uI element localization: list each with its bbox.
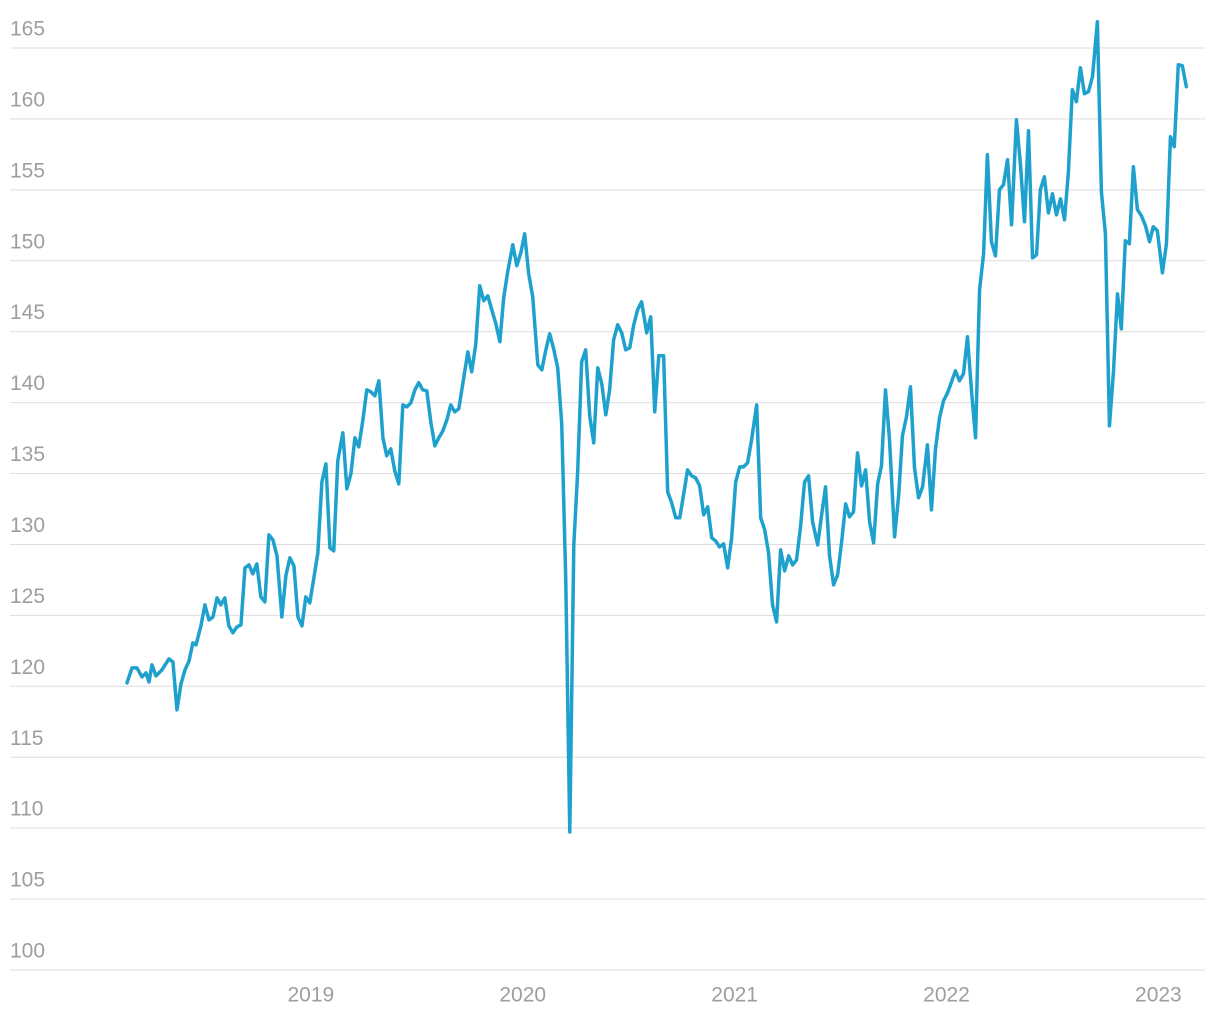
- x-tick-label: 2022: [923, 984, 970, 1007]
- y-tick-label: 155: [10, 159, 45, 182]
- x-tick-label: 2019: [288, 984, 335, 1007]
- y-tick-label: 145: [10, 301, 45, 324]
- y-tick-label: 110: [10, 798, 43, 821]
- y-tick-label: 115: [10, 727, 43, 750]
- y-tick-label: 125: [10, 585, 45, 608]
- y-tick-label: 105: [10, 869, 45, 892]
- y-tick-label: 140: [10, 372, 45, 395]
- x-tick-label: 2023: [1135, 984, 1182, 1007]
- y-tick-label: 120: [10, 656, 45, 679]
- y-tick-label: 100: [10, 940, 45, 963]
- x-tick-label: 2020: [499, 984, 546, 1007]
- y-tick-label: 160: [10, 88, 45, 111]
- y-tick-label: 165: [10, 18, 45, 41]
- y-tick-label: 135: [10, 443, 45, 466]
- x-tick-label: 2021: [711, 984, 758, 1007]
- y-tick-label: 130: [10, 514, 45, 537]
- data-line: [125, 20, 1189, 834]
- y-tick-label: 150: [10, 230, 45, 253]
